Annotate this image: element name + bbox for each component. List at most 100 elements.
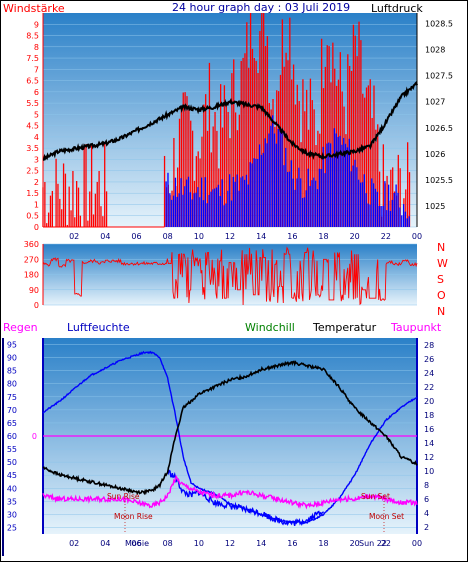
wind-tick-label: 1.5 [26,189,39,198]
wind-tick-label: 5.5 [26,99,39,108]
humidity-tick-label: 35 [7,497,17,506]
hour-tick-label: 04 [100,232,110,241]
legend-regen: Regen [3,321,38,334]
humidity-tick-label: 60 [7,432,17,441]
hour-tick-label: 10 [194,232,204,241]
wind-tick-label: 8 [34,43,39,52]
hour-tick-label: 02 [69,232,79,241]
pressure-tick-label: 1025.5 [425,176,453,185]
rain-tick-label: 0 [32,432,37,441]
temperature-tick-label: 16 [424,425,434,434]
pressure-tick-label: 1028 [425,46,445,55]
hour-tick-label: 14 [256,539,266,548]
wind-tick-label: 0 [34,223,39,232]
hour-tick-label: 22 [381,232,391,241]
humidity-tick-label: 50 [7,458,17,467]
temperature-tick-label: 12 [424,453,434,462]
hour-tick-label: 02 [69,539,79,548]
wind-tick-label: 3.5 [26,144,39,153]
legend-taupunkt: Taupunkt [390,321,442,334]
hour-tick-label: 10 [194,539,204,548]
sun-rise-label: Sun Rise [107,492,140,501]
wind-tick-label: 0.5 [26,212,39,221]
legend-windchill: Windchill [245,321,295,334]
temperature-tick-label: 8 [424,481,429,490]
hour-tick-label: 00 [412,232,422,241]
wind-tick-label: 1 [34,200,39,209]
humidity-tick-label: 45 [7,471,17,480]
humidity-tick-label: 80 [7,380,17,389]
moon-set-label: Moon Set [369,512,404,521]
hour-tick-label: 20 [350,539,360,548]
sun-set-label: Sun Set [361,492,390,501]
temperature-tick-label: 28 [424,341,434,350]
hour-tick-label: 16 [287,232,297,241]
humidity-tick-label: 55 [7,445,17,454]
hour-tick-label: 20 [350,232,360,241]
humidity-tick-label: 95 [7,341,17,350]
wind-tick-label: 4.5 [26,122,39,131]
hour-tick-label: 16 [287,539,297,548]
legend-temperatur: Temperatur [312,321,377,334]
humidity-tick-label: 90 [7,354,17,363]
hour-tick-label: 08 [163,539,173,548]
wind-tick-label: 3 [34,155,39,164]
hour-tick-label: 04 [100,539,110,548]
temperature-tick-label: 18 [424,411,434,420]
wind-panel: 00.511.522.533.544.555.566.577.588.59102… [26,13,453,241]
wind-tick-label: 6.5 [26,77,39,86]
compass-label: N [437,305,445,318]
temperature-tick-label: 2 [424,523,429,532]
compass-label: S [437,273,444,286]
temperature-tick-label: 10 [424,467,434,476]
moon-rise-tick-label: Mo6ie [125,539,149,548]
hour-tick-label: 00 [412,539,422,548]
pressure-tick-label: 1028.5 [425,19,453,28]
hour-tick-label: 06 [131,539,141,548]
sun-set-tick-label: Sun 22 [359,539,387,548]
pressure-axis-title: Luftdruck [371,2,423,15]
pressure-tick-label: 1027 [425,98,445,107]
humidity-tick-label: 40 [7,484,17,493]
temperature-tick-label: 14 [424,439,434,448]
hour-tick-label: 14 [256,232,266,241]
wind-tick-label: 2.5 [26,167,39,176]
hour-tick-label: 18 [318,539,328,548]
humidity-tick-label: 70 [7,406,17,415]
humidity-tick-label: 85 [7,367,17,376]
direction-tick-label: 90 [29,286,39,295]
dewpoint-series-line [42,474,418,510]
hour-tick-label: 22 [381,539,391,548]
direction-tick-label: 180 [24,271,39,280]
pressure-tick-label: 1025 [425,202,445,211]
humidity-panel: 2530354045505560657075808590952468101214… [7,338,434,548]
temperature-tick-label: 4 [424,509,429,518]
pressure-tick-label: 1027.5 [425,72,453,81]
wind-tick-label: 2 [34,178,39,187]
direction-tick-label: 360 [24,240,39,249]
chart-title: 24 hour graph day : 03 Juli 2019 [172,1,350,14]
direction-series-line [42,246,418,306]
hour-tick-label: 06 [131,232,141,241]
direction-tick-label: 0 [34,301,39,310]
temperature-tick-label: 22 [424,383,434,392]
humidity-tick-label: 30 [7,510,17,519]
pressure-series-line [42,80,418,161]
wind-tick-label: 6 [34,88,39,97]
compass-label: O [437,289,446,302]
humidity-tick-label: 65 [7,419,17,428]
temperature-tick-label: 26 [424,355,434,364]
legend-luftfeuchte: Luftfeuchte [67,321,130,334]
pressure-tick-label: 1026.5 [425,124,453,133]
windchill-series-line [167,469,325,527]
hour-tick-label: 08 [163,232,173,241]
wind-tick-label: 4 [34,133,39,142]
wind-tick-label: 9 [34,20,39,29]
wind-tick-label: 7 [34,65,39,74]
pressure-tick-label: 1026 [425,150,445,159]
humidity-tick-label: 25 [7,523,17,532]
wind-tick-label: 5 [34,110,39,119]
temperature-series-line [42,360,418,496]
